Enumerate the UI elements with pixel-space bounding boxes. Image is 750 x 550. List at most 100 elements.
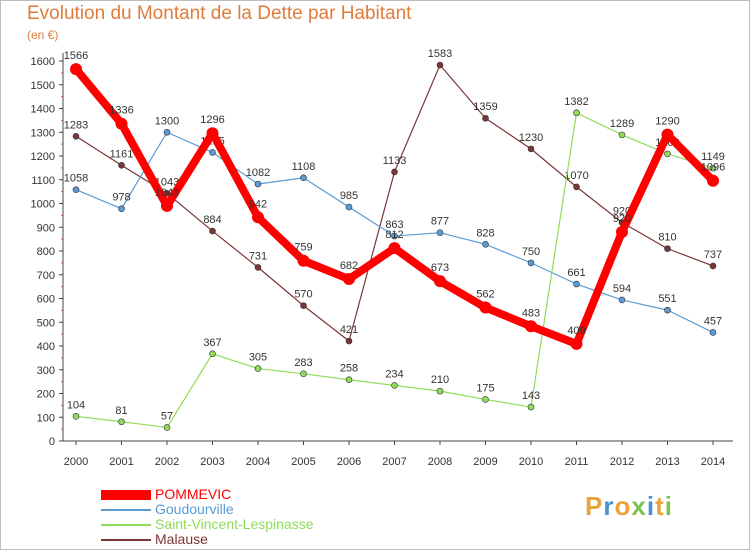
data-point bbox=[527, 403, 535, 411]
data-point bbox=[254, 180, 262, 188]
y-tick-label: 1500 bbox=[31, 80, 55, 92]
data-point bbox=[118, 161, 125, 169]
data-point bbox=[206, 127, 219, 140]
data-point bbox=[72, 132, 80, 140]
series-pommevic: 1566 1336 1043 1296 942 759 682 812 673 562 483 409… bbox=[64, 50, 725, 350]
x-tick-label: 2002 bbox=[155, 456, 179, 468]
data-point bbox=[482, 396, 489, 403]
data-label: 409 bbox=[567, 325, 585, 337]
logo-letter: t bbox=[655, 491, 665, 521]
data-point bbox=[707, 174, 719, 187]
data-label: 1283 bbox=[64, 119, 88, 131]
y-tick-label: 300 bbox=[37, 365, 55, 377]
x-tick-label: 2005 bbox=[291, 456, 315, 468]
data-label: 1043 bbox=[155, 176, 179, 188]
x-tick-label: 2012 bbox=[610, 456, 634, 468]
data-label: 1058 bbox=[64, 173, 88, 185]
data-point bbox=[709, 262, 717, 270]
data-label: 1108 bbox=[292, 161, 316, 173]
x-tick-label: 2014 bbox=[701, 456, 725, 468]
data-point bbox=[163, 424, 171, 431]
data-label: 1230 bbox=[519, 132, 543, 144]
data-point bbox=[163, 128, 171, 136]
legend-item: Goudourville bbox=[101, 502, 314, 517]
data-label: 234 bbox=[385, 368, 403, 380]
legend-swatch bbox=[101, 538, 151, 541]
legend-label: Malause bbox=[155, 531, 208, 547]
data-point bbox=[161, 199, 173, 212]
data-point bbox=[343, 273, 355, 286]
data-label: 1336 bbox=[109, 105, 133, 117]
data-label: 1290 bbox=[655, 116, 679, 128]
logo-letter: i bbox=[646, 491, 656, 521]
legend-item: Malause bbox=[101, 532, 314, 547]
legend-swatch bbox=[101, 523, 151, 526]
y-tick-label: 700 bbox=[37, 270, 55, 282]
data-label: 737 bbox=[704, 249, 722, 261]
data-point bbox=[115, 117, 128, 130]
data-label: 863 bbox=[385, 219, 403, 231]
data-label: 283 bbox=[294, 357, 312, 369]
chart-unit-label: (en €) bbox=[27, 28, 59, 42]
data-label: 1300 bbox=[155, 115, 179, 127]
data-point bbox=[573, 109, 580, 117]
x-tick-label: 2000 bbox=[64, 456, 88, 468]
data-point bbox=[661, 128, 674, 141]
data-point bbox=[664, 245, 671, 252]
legend-label: Goudourville bbox=[155, 501, 234, 517]
data-point bbox=[570, 337, 583, 350]
legend-swatch bbox=[101, 508, 151, 511]
y-tick-label: 500 bbox=[37, 317, 55, 329]
data-point bbox=[618, 131, 626, 139]
data-label: 175 bbox=[476, 382, 494, 394]
data-label: 258 bbox=[340, 363, 358, 375]
data-point bbox=[118, 418, 125, 426]
logo-letter: i bbox=[664, 491, 673, 521]
y-tick-label: 100 bbox=[37, 412, 55, 424]
legend-label: POMMEVIC bbox=[155, 486, 232, 502]
data-point bbox=[434, 275, 446, 288]
data-point bbox=[254, 365, 262, 372]
data-label: 81 bbox=[115, 405, 127, 417]
data-point bbox=[573, 183, 580, 191]
series-malause: 1283 1161 1043 884 731 570 421 1133 1583 1359 1230… bbox=[64, 48, 722, 345]
data-label: 661 bbox=[567, 267, 585, 279]
legend-item: POMMEVIC bbox=[101, 487, 314, 502]
x-tick-label: 2008 bbox=[428, 456, 452, 468]
data-label: 1161 bbox=[110, 148, 134, 160]
data-point bbox=[345, 203, 353, 211]
data-point bbox=[709, 329, 717, 336]
data-label: 143 bbox=[522, 390, 540, 402]
data-label: 1566 bbox=[64, 50, 88, 62]
data-label: 1096 bbox=[701, 162, 725, 174]
data-label: 673 bbox=[431, 262, 449, 274]
data-label: 210 bbox=[431, 374, 449, 386]
data-point bbox=[300, 174, 307, 182]
data-point bbox=[391, 382, 398, 389]
data-point bbox=[70, 63, 82, 76]
y-tick-label: 1400 bbox=[31, 104, 55, 116]
data-label: 551 bbox=[658, 293, 676, 305]
data-label: 367 bbox=[203, 337, 221, 349]
x-tick-label: 2010 bbox=[519, 456, 543, 468]
data-label: 1043 bbox=[155, 187, 179, 199]
data-label: 1149 bbox=[701, 151, 725, 163]
series-saint-vincent-lespinasse: 104 81 57 367 305 283 258 234 210 175 143 1382 1289 1… bbox=[67, 96, 725, 431]
data-point bbox=[118, 205, 125, 213]
x-tick-label: 2006 bbox=[337, 456, 361, 468]
data-label: 1296 bbox=[200, 114, 224, 126]
data-label: 570 bbox=[294, 289, 312, 301]
data-point bbox=[573, 280, 580, 288]
data-point bbox=[252, 211, 264, 224]
data-label: 57 bbox=[161, 410, 173, 422]
data-point bbox=[709, 164, 717, 172]
data-point bbox=[664, 306, 671, 314]
logo-letter: o bbox=[614, 491, 632, 521]
x-tick-label: 2009 bbox=[473, 456, 497, 468]
chart-title: Evolution du Montant de la Dette par Hab… bbox=[27, 3, 412, 24]
data-label: 1359 bbox=[473, 101, 497, 113]
data-label: 457 bbox=[704, 315, 722, 327]
legend-swatch bbox=[101, 489, 151, 500]
data-point bbox=[664, 150, 671, 158]
data-label: 1070 bbox=[564, 170, 588, 182]
